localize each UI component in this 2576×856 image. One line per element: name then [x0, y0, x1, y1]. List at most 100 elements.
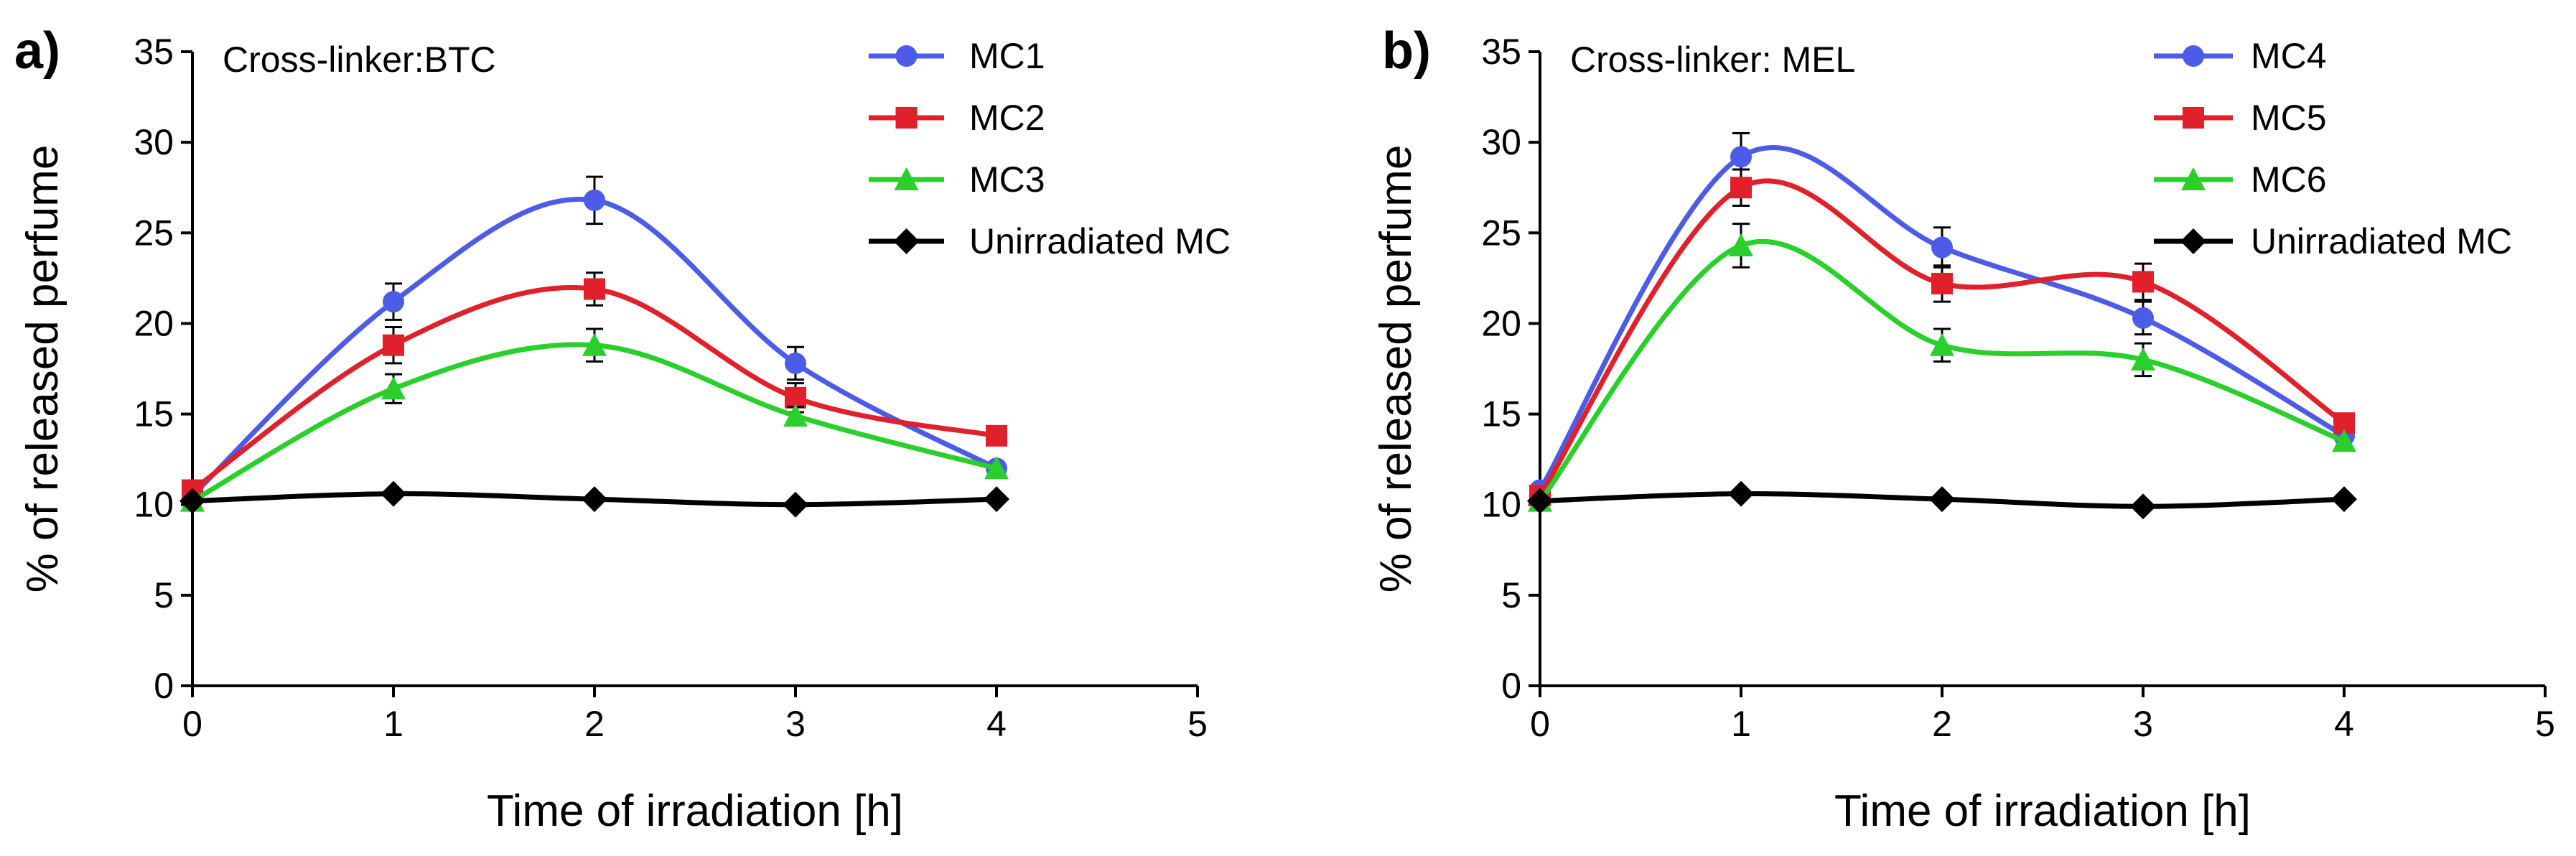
data-point	[2132, 271, 2154, 293]
data-point	[2130, 493, 2156, 520]
y-tick-label: 35	[1481, 32, 1521, 72]
data-point	[582, 332, 607, 356]
legend-marker	[2181, 167, 2206, 190]
data-point	[1931, 272, 1953, 294]
legend-label: Unirradiated MC	[2251, 221, 2512, 261]
y-tick-label: 10	[1481, 485, 1521, 525]
legend-marker	[895, 45, 918, 67]
data-point	[1930, 332, 1954, 356]
y-tick-label: 10	[134, 485, 174, 525]
data-point	[2332, 429, 2356, 452]
series-unirradiated-mc	[1527, 480, 2357, 520]
legend-label: MC6	[2251, 159, 2327, 200]
series-mc4	[1529, 132, 2355, 501]
legend-label: MC4	[2251, 36, 2327, 76]
data-point	[2131, 347, 2155, 371]
legend-marker	[2180, 228, 2206, 254]
data-point	[584, 278, 605, 300]
x-tick-label: 4	[2334, 704, 2354, 744]
legend-item: MC3	[869, 159, 1045, 200]
legend-label: MC5	[2251, 98, 2327, 138]
data-point	[984, 456, 1009, 480]
y-tick-label: 15	[134, 394, 174, 434]
x-tick-label: 3	[2133, 704, 2153, 744]
data-point	[984, 486, 1009, 513]
legend-item: Unirradiated MC	[869, 221, 1231, 261]
data-point	[783, 491, 808, 518]
series-line	[190, 284, 997, 493]
legend-item: MC6	[2154, 159, 2327, 200]
legend-item: MC1	[869, 36, 1045, 76]
panel-a: a) Cross-linker:BTC 0 5 10 15 20 25 30 35 0 1 2 3 4 5 Ti…	[14, 22, 1231, 836]
x-axis-title: Time of irradiation [h]	[487, 786, 903, 836]
x-tick-label: 5	[2535, 704, 2555, 744]
data-point	[783, 404, 808, 427]
legend-label: Unirradiated MC	[969, 221, 1231, 261]
series-line	[1538, 178, 2346, 498]
panel-b: b) Cross-linker: MEL 0 5 10 15 20 25 30 35 0 1 2 3 4 5 T…	[1371, 22, 2555, 836]
panel-letter: b)	[1382, 22, 1431, 80]
data-point	[1729, 233, 1753, 256]
y-tick-label: 15	[1481, 394, 1521, 434]
x-tick-label: 1	[1731, 704, 1751, 744]
y-tick-label: 0	[154, 666, 174, 706]
legend-item: Unirradiated MC	[2154, 221, 2512, 261]
data-point	[381, 480, 406, 507]
y-tick-label: 30	[134, 122, 174, 162]
legend-item: MC5	[2154, 98, 2327, 138]
legend-label: MC1	[969, 36, 1045, 76]
y-tick-label: 35	[134, 32, 174, 72]
data-point	[785, 352, 806, 374]
data-point	[2132, 307, 2154, 329]
data-point	[1728, 480, 1754, 507]
x-tick-label: 2	[584, 704, 605, 744]
data-point	[986, 424, 1007, 447]
y-axis-title: % of released perfume	[18, 145, 67, 593]
x-tick-label: 0	[182, 704, 202, 744]
data-point	[383, 334, 404, 356]
data-point	[2331, 486, 2357, 513]
legend-item: MC4	[2154, 36, 2327, 76]
x-tick-label: 4	[986, 704, 1007, 744]
series-line	[1538, 145, 2346, 492]
series-unirradiated-mc	[179, 480, 1009, 518]
x-axis-title: Time of irradiation [h]	[1834, 786, 2251, 836]
panel-letter: a)	[14, 22, 60, 80]
y-tick-label: 5	[154, 575, 174, 615]
y-tick-label: 30	[1481, 122, 1521, 162]
x-tick-label: 1	[383, 704, 403, 744]
data-point	[1929, 486, 1955, 513]
y-tick-label: 20	[1481, 303, 1521, 343]
y-tick-label: 0	[1501, 666, 1521, 706]
data-point	[179, 488, 205, 514]
x-tick-label: 3	[785, 704, 806, 744]
x-tick-label: 0	[1530, 704, 1550, 744]
data-point	[1730, 177, 1752, 199]
legend-marker	[893, 228, 920, 254]
data-point	[1730, 146, 1752, 168]
legend-marker	[895, 107, 918, 129]
series-mc5	[1529, 168, 2355, 507]
y-tick-label: 20	[134, 303, 174, 343]
series-line	[191, 342, 997, 503]
series-mc2	[182, 271, 1007, 501]
legend-marker	[894, 167, 919, 190]
series-line	[1538, 238, 2346, 503]
data-point	[381, 376, 406, 400]
annotation: Cross-linker:BTC	[223, 39, 496, 80]
legend-marker	[2183, 107, 2204, 129]
annotation: Cross-linker: MEL	[1570, 39, 1855, 80]
data-point	[1527, 488, 1553, 514]
y-tick-label: 5	[1501, 575, 1521, 615]
y-tick-label: 25	[1481, 213, 1521, 253]
legend-item: MC2	[869, 98, 1045, 138]
y-axis-title: % of released perfume	[1371, 145, 1421, 593]
legend-marker	[2183, 45, 2204, 67]
legend-label: MC3	[969, 159, 1045, 200]
data-point	[582, 486, 607, 513]
y-tick-label: 25	[134, 213, 174, 253]
x-tick-label: 5	[1187, 704, 1208, 744]
data-point	[383, 291, 404, 313]
data-point	[584, 189, 605, 211]
